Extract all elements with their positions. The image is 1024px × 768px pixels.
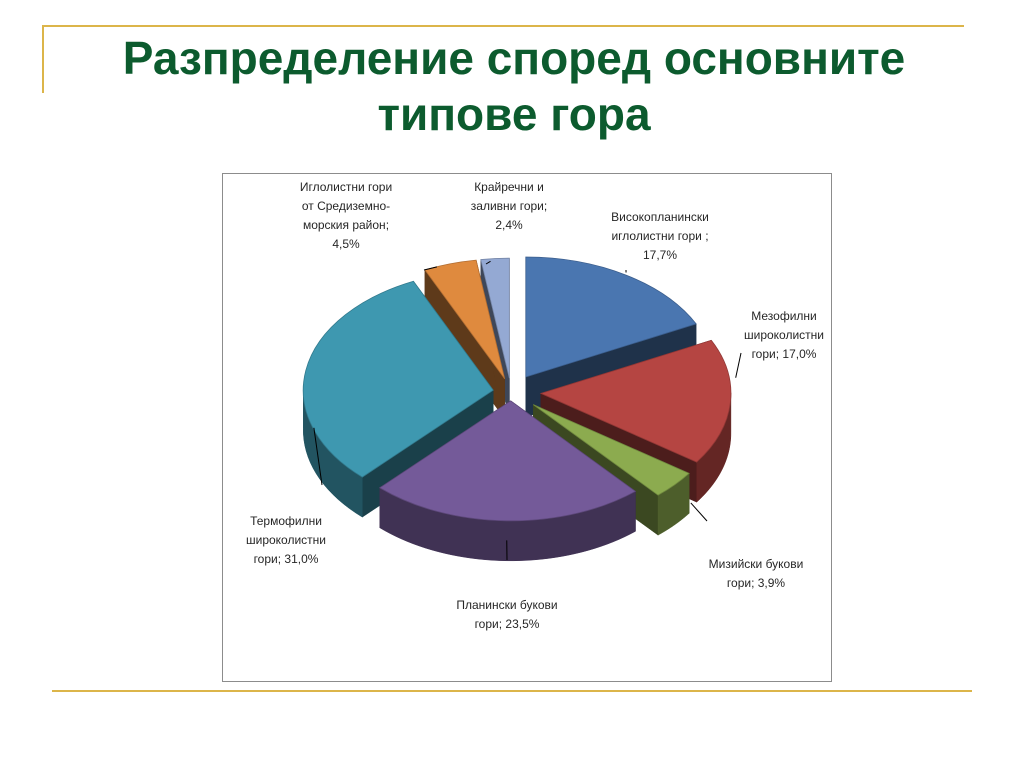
leader-line-6 xyxy=(485,260,491,265)
leader-line-5 xyxy=(423,266,438,271)
pie-slice-1 xyxy=(539,339,732,463)
slice-label-4-line-1: широколистни xyxy=(246,533,326,547)
slice-label-6-line-1: заливни гори; xyxy=(471,199,547,213)
slice-label-4-line-2: гори; 31,0% xyxy=(254,552,319,566)
slice-label-1-line-2: гори; 17,0% xyxy=(752,347,817,361)
slice-label-0-line-2: 17,7% xyxy=(643,248,677,262)
slide-title: Разпределение според основните типове го… xyxy=(44,30,984,142)
slice-label-1: Мезофилни широколистни гори; 17,0% xyxy=(744,309,824,361)
slice-label-0-line-0: Високопланински xyxy=(611,210,709,224)
slice-label-2: Мизийски букови гори; 3,9% xyxy=(709,557,804,590)
slice-label-2-line-0: Мизийски букови xyxy=(709,557,804,571)
pie-slice-6 xyxy=(480,257,510,379)
slice-label-4: Термофилни широколистни гори; 31,0% xyxy=(246,514,326,566)
slice-label-5-line-0: Иглолистни гори xyxy=(300,180,392,194)
slice-label-5-line-3: 4,5% xyxy=(332,237,360,251)
frame-line-bottom xyxy=(52,690,972,692)
slice-label-1-line-1: широколистни xyxy=(744,328,824,342)
slice-label-5: Иглолистни гори от Средиземно-морския рай… xyxy=(300,180,392,251)
slice-label-3-line-1: гори; 23,5% xyxy=(475,617,540,631)
pie-slice-2 xyxy=(533,404,690,496)
slice-label-6-line-2: 2,4% xyxy=(495,218,523,232)
pie-slice-3 xyxy=(379,400,637,522)
chart-area: Високопланински иглолистни гори ; 17,7% Мез… xyxy=(222,173,832,682)
pie-top-faces xyxy=(302,256,732,522)
slice-label-0-line-1: иглолистни гори ; xyxy=(611,229,708,243)
pie-slice-4 xyxy=(302,280,494,478)
leader-line-2 xyxy=(690,502,708,522)
slide-title-line-2: типове гора xyxy=(377,88,651,140)
slice-label-0: Високопланински иглолистни гори ; 17,7% xyxy=(611,210,709,262)
slice-label-3: Планински букови гори; 23,5% xyxy=(456,598,557,631)
pie-slice-0 xyxy=(525,256,697,378)
slice-label-3-line-0: Планински букови xyxy=(456,598,557,612)
slide-title-line-1: Разпределение според основните xyxy=(122,32,906,84)
leader-line-1 xyxy=(735,352,742,378)
frame-line-top xyxy=(42,25,964,27)
slice-label-6-line-0: Крайречни и xyxy=(474,180,544,194)
slice-label-5-line-2: морския район; xyxy=(303,218,389,232)
slice-label-2-line-1: гори; 3,9% xyxy=(727,576,786,590)
slice-labels: Високопланински иглолистни гори ; 17,7% Мез… xyxy=(246,180,824,631)
slice-label-4-line-0: Термофилни xyxy=(250,514,322,528)
slice-label-6: Крайречни и заливни гори; 2,4% xyxy=(471,180,547,232)
frame-line-left xyxy=(42,25,44,93)
slice-label-1-line-0: Мезофилни xyxy=(751,309,817,323)
slice-label-5-line-1: от Средиземно- xyxy=(302,199,390,213)
leader-line-4 xyxy=(313,427,323,486)
pie-chart: Високопланински иглолистни гори ; 17,7% Мез… xyxy=(246,180,824,631)
